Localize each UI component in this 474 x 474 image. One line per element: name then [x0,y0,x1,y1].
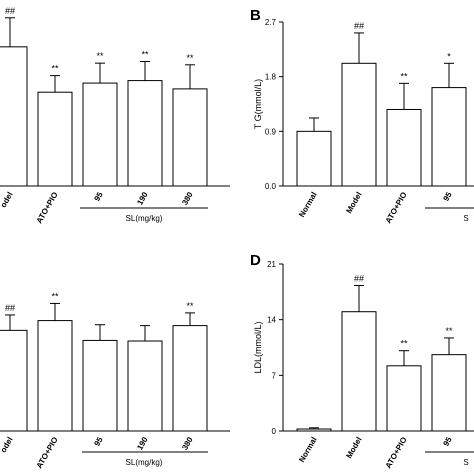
panel-d: D 0 7 14 21 LDL(mmol/L) Normal ## Model ** ATO+PIO… [250,252,474,470]
bar [82,339,118,432]
significance-mark: ** [141,50,149,60]
panel-letter: B [250,7,261,24]
significance-mark: ** [51,291,59,301]
bar [386,108,422,187]
category-label: ATO+PIO [384,191,409,225]
category-label: ATO+PIO [35,191,60,225]
y-axis-title: T G(mmol/L) [253,79,263,129]
y-tick-label: 14 [267,316,276,325]
bar [127,80,163,187]
significance-mark: ** [445,326,453,336]
bar [0,329,28,432]
bar [0,46,28,187]
group-label: S [463,458,468,467]
significance-mark: ## [5,6,15,16]
significance-mark: ** [186,301,194,311]
bar [37,91,73,187]
category-label: ATO+PIO [35,436,60,470]
category-label: 95 [92,435,105,448]
category-label: odel [0,191,15,210]
category-label: 95 [92,190,105,203]
bar [172,88,208,187]
category-label: Model [344,191,363,216]
category-label: 190 [135,190,150,207]
bar [341,62,377,187]
significance-mark: * [447,51,451,61]
category-label: 190 [135,435,150,452]
y-tick-label: 2.7 [265,18,277,27]
significance-mark: ** [51,64,59,74]
significance-mark: ## [354,273,364,283]
bar [37,320,73,432]
group-label: SL(mg/kg) [126,214,163,223]
bar [172,325,208,432]
y-tick-label: 0.0 [265,182,277,191]
category-label: 95 [441,435,454,448]
y-tick-label: 1.8 [265,73,277,82]
category-label: 380 [180,190,195,207]
significance-mark: ** [400,339,408,349]
significance-mark: ** [186,53,194,63]
y-axis-title: LDL(mmol/L) [253,321,263,373]
category-label: Normal [297,436,319,464]
bar [341,311,377,432]
significance-mark: ** [96,51,104,61]
panel-b: B 0.0 0.9 1.8 2.7 T G(mmol/L) Normal ## Model ** A… [250,7,474,225]
category-label: ATO+PIO [384,436,409,470]
significance-mark: ## [354,21,364,31]
y-tick-label: 0.9 [265,127,277,136]
category-label: Model [344,436,363,461]
category-label: Normal [297,191,319,219]
significance-mark: ** [400,71,408,81]
group-label: SL(mg/kg) [126,458,163,467]
category-label: 95 [441,190,454,203]
group-label: S [463,214,468,223]
category-label: odel [0,436,15,455]
category-label: 380 [180,435,195,452]
bar [82,82,118,187]
significance-mark: ## [5,303,15,313]
y-tick-label: 21 [267,260,276,269]
y-tick-label: 0 [272,427,277,436]
y-tick-label: 7 [272,371,277,380]
bar [431,354,467,432]
panel-a: ## odel ** ATO+PIO ** 95 ** 190 ** 380 SL(mg/kg) [0,6,230,225]
bar [386,365,422,432]
panel-c: ## odel ** ATO+PIO 95 190 ** 380 SL(mg/kg) [0,291,230,470]
bar [431,87,467,187]
bar [127,340,163,432]
panel-letter: D [250,252,261,269]
bar [296,130,332,187]
